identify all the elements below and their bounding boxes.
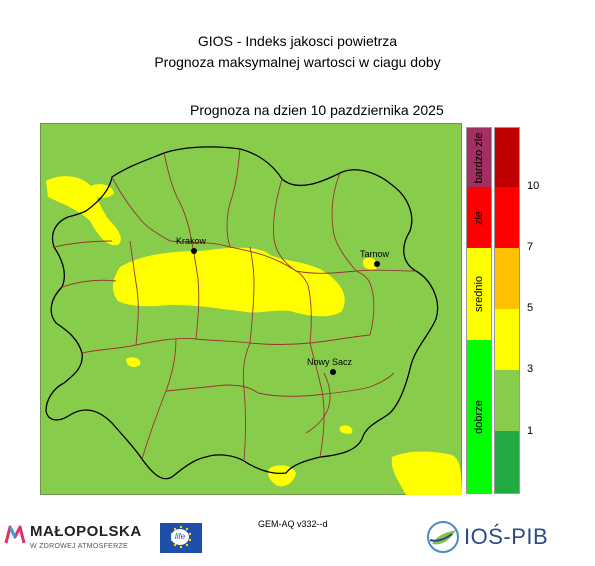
eu-life-logo: life xyxy=(160,523,202,553)
zone-sw-small xyxy=(339,425,353,434)
category-label: zle xyxy=(473,210,485,225)
ios-pib-name: IOŚ-PIB xyxy=(464,524,549,549)
category-good: dobrze xyxy=(467,340,491,493)
city-label-krakow: Krakow xyxy=(176,236,207,246)
malopolska-m-icon xyxy=(4,525,26,544)
city-dot-nowy-sacz xyxy=(330,369,336,375)
model-version: GEM-AQ v332--d xyxy=(258,519,328,529)
zone-south-small xyxy=(126,357,141,367)
category-label: bardzo zle xyxy=(473,132,485,183)
city-dot-tarnow xyxy=(374,261,380,267)
title-line1: GIOS - Indeks jakosci powietrza xyxy=(197,33,398,49)
scale-tick: 7 xyxy=(527,241,534,253)
title-line2: Prognoza maksymalnej wartosci w ciagu do… xyxy=(154,54,441,70)
scale-tick: 1 xyxy=(527,425,534,437)
category-medium: srednio xyxy=(467,248,491,340)
scale-tick: 3 xyxy=(527,363,534,375)
city-label-tarnow: Tarnow xyxy=(360,249,390,259)
scale-segment xyxy=(495,187,519,248)
city-markers: Krakow Tarnow Nowy Sacz xyxy=(176,236,390,375)
zone-west xyxy=(46,176,121,246)
city-label-nowy-sacz: Nowy Sacz xyxy=(307,357,353,367)
forecast-date: Prognoza na dzien 10 pazdziernika 2025 xyxy=(190,102,444,118)
category-bad: zle xyxy=(467,187,491,248)
scale-tick: 10 xyxy=(527,180,540,192)
scale-segment xyxy=(495,431,519,493)
category-label: srednio xyxy=(473,275,485,313)
category-legend: bardzo zle zle srednio dobrze xyxy=(466,127,492,494)
category-very-bad: bardzo zle xyxy=(467,128,491,187)
zone-tarnow xyxy=(362,257,378,270)
zone-nw-blob xyxy=(88,184,114,198)
ios-leaf-icon xyxy=(427,521,459,553)
medium-quality-zones xyxy=(46,176,462,495)
zone-south-east xyxy=(391,451,462,495)
scale-segment xyxy=(495,370,519,431)
scale-tick: 5 xyxy=(527,302,534,314)
category-label: dobrze xyxy=(473,399,485,434)
malopolska-tagline: W ZDROWEJ ATMOSFERZE xyxy=(30,543,129,550)
city-dot-krakow xyxy=(191,248,197,254)
scale-segment xyxy=(495,248,519,309)
value-scale xyxy=(494,127,520,494)
forecast-map: Krakow Tarnow Nowy Sacz xyxy=(40,123,462,495)
zone-central xyxy=(112,247,345,317)
voivodeship-border xyxy=(45,146,439,480)
county-borders xyxy=(53,148,417,462)
scale-segment xyxy=(495,128,519,187)
scale-segment xyxy=(495,309,519,370)
life-text: life xyxy=(171,529,189,545)
malopolska-name: MAŁOPOLSKA xyxy=(30,523,142,540)
